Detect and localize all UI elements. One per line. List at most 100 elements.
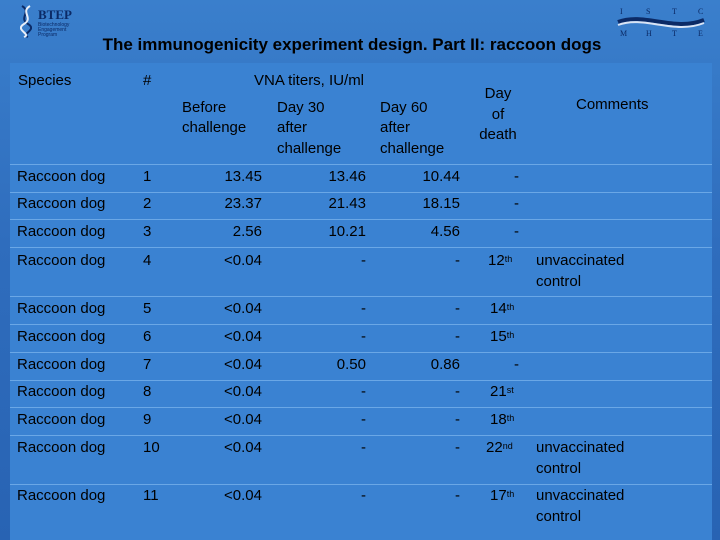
logo-left-sub2: Engagement bbox=[38, 27, 67, 33]
table-row: Raccoon dog 4 <0.04 - - 12th unvaccinate… bbox=[0, 251, 720, 297]
header-death-1: Day bbox=[484, 85, 512, 102]
cell-before: <0.04 bbox=[224, 252, 262, 269]
header-death-3: death bbox=[479, 126, 517, 143]
cell-comment-2: control bbox=[536, 508, 582, 525]
cell-death: - bbox=[514, 356, 519, 373]
cell-day30: - bbox=[361, 328, 366, 345]
cell-comment-1: unvaccinated bbox=[536, 487, 625, 504]
cell-before: <0.04 bbox=[224, 328, 262, 345]
row-separator bbox=[10, 407, 712, 408]
cell-species: Raccoon dog bbox=[17, 328, 106, 345]
header-death-2: of bbox=[491, 106, 505, 123]
logo-right-top-4: C bbox=[698, 7, 703, 16]
table-row: Raccoon dog 2 23.37 21.43 18.15 - bbox=[0, 194, 720, 220]
cell-day30: - bbox=[361, 439, 366, 456]
cell-before: 23.37 bbox=[224, 195, 262, 212]
cell-species: Raccoon dog bbox=[17, 223, 106, 240]
logo-left-sub3: Program bbox=[38, 32, 57, 38]
cell-number: 10 bbox=[143, 439, 160, 456]
cell-number: 4 bbox=[143, 252, 152, 269]
cell-before: <0.04 bbox=[224, 439, 262, 456]
row-separator bbox=[10, 324, 712, 325]
cell-death: - bbox=[514, 168, 519, 185]
header-species: Species bbox=[18, 72, 72, 89]
cell-day30: - bbox=[361, 300, 366, 317]
cell-species: Raccoon dog bbox=[17, 356, 106, 373]
row-separator bbox=[10, 380, 712, 381]
header-vna: VNA titers, IU/ml bbox=[254, 72, 365, 89]
logo-right-top-3: T bbox=[672, 7, 677, 16]
cell-day30: 21.43 bbox=[328, 195, 366, 212]
cell-species: Raccoon dog bbox=[17, 383, 106, 400]
cell-death: - bbox=[514, 223, 519, 240]
cell-day60: - bbox=[455, 252, 460, 269]
logo-right-top-2: S bbox=[646, 7, 650, 16]
cell-death: 17th bbox=[490, 487, 515, 504]
row-separator bbox=[10, 219, 712, 220]
cell-death: 18th bbox=[490, 411, 515, 428]
cell-day30: 10.21 bbox=[328, 223, 366, 240]
row-separator bbox=[10, 192, 712, 193]
cell-number: 9 bbox=[143, 411, 152, 428]
cell-day60: - bbox=[455, 328, 460, 345]
cell-comment-1: unvaccinated bbox=[536, 439, 625, 456]
row-separator bbox=[10, 247, 712, 248]
cell-day60: - bbox=[455, 487, 460, 504]
logo-left-sub1: Biotechnology bbox=[38, 22, 70, 28]
cell-number: 3 bbox=[143, 223, 152, 240]
cell-death: 12th bbox=[488, 252, 513, 269]
cell-before: <0.04 bbox=[224, 356, 262, 373]
header-day30-1: Day 30 bbox=[277, 99, 325, 116]
cell-day60: - bbox=[455, 411, 460, 428]
table-row: Raccoon dog 1 13.45 13.46 10.44 - bbox=[0, 167, 720, 193]
table-row: Raccoon dog 5 <0.04 - - 14th bbox=[0, 299, 720, 325]
logo-left-name: BTEP bbox=[38, 7, 72, 22]
table-row: Raccoon dog 3 2.56 10.21 4.56 - bbox=[0, 222, 720, 248]
cell-number: 8 bbox=[143, 383, 152, 400]
cell-before: 13.45 bbox=[224, 168, 262, 185]
cell-day30: 0.50 bbox=[336, 356, 366, 373]
cell-species: Raccoon dog bbox=[17, 300, 106, 317]
header-day30-2: after bbox=[277, 119, 308, 136]
cell-number: 7 bbox=[143, 356, 152, 373]
header-number: # bbox=[143, 72, 152, 89]
table-row: Raccoon dog 7 <0.04 0.50 0.86 - bbox=[0, 355, 720, 381]
table-panel bbox=[10, 63, 712, 540]
cell-death: - bbox=[514, 195, 519, 212]
istc-logo: I S T C M H T E bbox=[617, 7, 705, 38]
cell-day60: 0.86 bbox=[430, 356, 460, 373]
cell-number: 1 bbox=[143, 168, 152, 185]
cell-day60: - bbox=[455, 439, 460, 456]
cell-number: 2 bbox=[143, 195, 152, 212]
cell-before: 2.56 bbox=[232, 223, 262, 240]
logo-right-bottom-3: T bbox=[672, 29, 677, 38]
cell-day30: 13.46 bbox=[328, 168, 366, 185]
header-before-1: Before bbox=[182, 99, 227, 116]
cell-before: <0.04 bbox=[224, 487, 262, 504]
cell-day30: - bbox=[361, 252, 366, 269]
header-day30-3: challenge bbox=[277, 140, 342, 157]
cell-death: 15th bbox=[490, 328, 515, 345]
row-separator bbox=[10, 164, 712, 165]
row-separator bbox=[10, 435, 712, 436]
dna-icon bbox=[19, 5, 33, 38]
page-title: The immunogenicity experiment design. Pa… bbox=[102, 35, 602, 54]
header-day60-2: after bbox=[380, 119, 411, 136]
cell-comment-2: control bbox=[536, 273, 582, 290]
cell-comment-1: unvaccinated bbox=[536, 252, 625, 269]
cell-day30: - bbox=[361, 383, 366, 400]
table-row: Raccoon dog 11 <0.04 - - 17th unvaccinat… bbox=[0, 486, 720, 532]
cell-day30: - bbox=[361, 487, 366, 504]
table-row: Raccoon dog 8 <0.04 - - 21st bbox=[0, 382, 720, 408]
cell-number: 6 bbox=[143, 328, 152, 345]
cell-day60: 10.44 bbox=[422, 168, 460, 185]
logo-right-bottom-2: H bbox=[646, 29, 652, 38]
cell-number: 5 bbox=[143, 300, 152, 317]
cell-comment-2: control bbox=[536, 460, 582, 477]
cell-species: Raccoon dog bbox=[17, 411, 106, 428]
cell-species: Raccoon dog bbox=[17, 168, 106, 185]
table-row: Raccoon dog 9 <0.04 - - 18th bbox=[0, 410, 720, 436]
table-row: Raccoon dog 6 <0.04 - - 15th bbox=[0, 327, 720, 353]
row-separator bbox=[10, 484, 712, 485]
cell-species: Raccoon dog bbox=[17, 439, 106, 456]
